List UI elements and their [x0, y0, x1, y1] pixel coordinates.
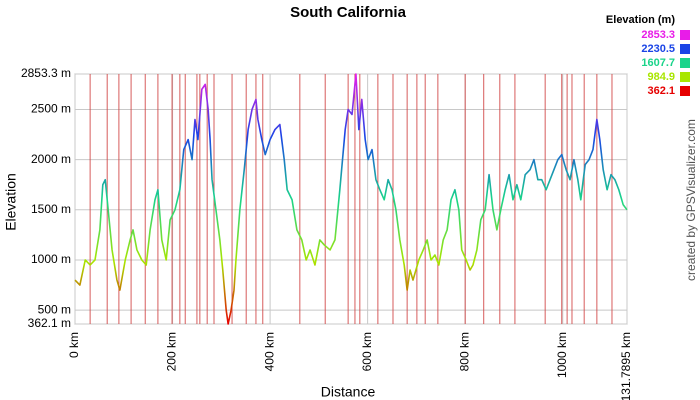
- x-tick-label: 1000 km: [555, 332, 569, 378]
- legend-label: 984.9: [647, 71, 675, 83]
- legend-swatch: [680, 86, 690, 96]
- legend-label: 362.1: [647, 85, 675, 97]
- legend-title: Elevation (m): [606, 14, 675, 26]
- legend-label: 2230.5: [641, 43, 675, 55]
- y-tick-label: 2853.3 m: [21, 66, 71, 80]
- x-tick-label: 0 km: [67, 332, 81, 358]
- y-tick-label: 362.1 m: [28, 316, 71, 330]
- y-tick-label: 1500 m: [31, 202, 71, 216]
- y-tick-label: 2000 m: [31, 152, 71, 166]
- x-tick-label: 1131.7895 km: [619, 332, 633, 400]
- credit: created by GPSVisualizer.com: [684, 119, 698, 281]
- y-axis-title: Elevation: [3, 173, 19, 231]
- legend-swatch: [680, 72, 690, 82]
- legend-swatch: [680, 44, 690, 54]
- x-tick-label: 600 km: [360, 332, 374, 371]
- y-tick-label: 500 m: [38, 302, 71, 316]
- chart-title: South California: [290, 4, 406, 21]
- plot-area: [74, 73, 628, 325]
- legend-swatch: [680, 58, 690, 68]
- legend-swatch: [680, 30, 690, 40]
- legend-label: 1607.7: [641, 57, 675, 69]
- x-tick-label: 200 km: [165, 332, 179, 371]
- y-tick-label: 2500 m: [31, 102, 71, 116]
- x-tick-label: 800 km: [457, 332, 471, 371]
- legend-label: 2853.3: [641, 29, 675, 41]
- x-tick-label: 400 km: [262, 332, 276, 371]
- x-axis-title: Distance: [321, 384, 376, 400]
- y-tick-label: 1000 m: [31, 252, 71, 266]
- elevation-line: [74, 73, 628, 325]
